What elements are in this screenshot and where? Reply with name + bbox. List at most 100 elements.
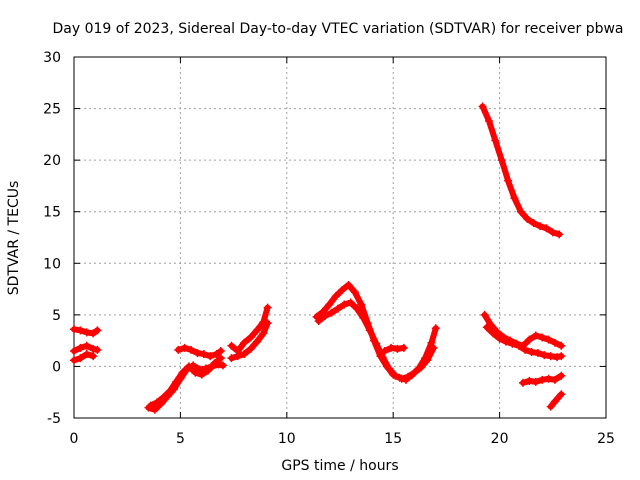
data-point xyxy=(89,329,98,338)
data-point xyxy=(546,352,555,361)
grid-lines xyxy=(74,57,606,418)
data-point xyxy=(553,353,562,362)
data-point xyxy=(344,280,353,289)
y-tick-label: 0 xyxy=(52,359,61,375)
data-point xyxy=(227,354,236,363)
data-point xyxy=(550,338,559,347)
data-point xyxy=(216,354,225,363)
chart-title: Day 019 of 2023, Sidereal Day-to-day VTE… xyxy=(52,21,623,37)
data-point xyxy=(514,341,523,350)
data-point xyxy=(152,398,161,407)
data-point xyxy=(508,339,517,348)
data-point xyxy=(350,288,359,297)
data-point xyxy=(210,359,219,368)
data-point xyxy=(165,387,174,396)
data-point xyxy=(89,344,98,353)
data-point xyxy=(263,303,272,312)
data-point xyxy=(557,341,566,350)
data-point xyxy=(365,326,374,335)
data-point xyxy=(240,350,249,359)
y-tick-label: 30 xyxy=(43,50,61,66)
series-arc-1c xyxy=(70,350,98,365)
data-point xyxy=(516,207,525,216)
data-point xyxy=(384,364,393,373)
series-arc-7b xyxy=(482,323,566,362)
data-point xyxy=(218,361,227,370)
data-point xyxy=(536,222,545,231)
data-point xyxy=(331,292,340,301)
data-point xyxy=(187,345,196,354)
plot-frame xyxy=(73,56,607,419)
data-point xyxy=(372,339,381,348)
data-point xyxy=(253,326,262,335)
data-point xyxy=(525,376,534,385)
data-point xyxy=(353,304,362,313)
data-point xyxy=(538,375,547,384)
data-point xyxy=(314,317,323,326)
series-arc-9 xyxy=(546,390,566,411)
data-point xyxy=(378,353,387,362)
series-line xyxy=(313,281,439,383)
data-point xyxy=(70,325,78,334)
data-point xyxy=(82,328,91,337)
data-point xyxy=(497,156,506,165)
data-point xyxy=(525,335,534,344)
data-point xyxy=(253,337,262,346)
data-point xyxy=(550,397,559,406)
data-point xyxy=(82,341,91,350)
y-tick-label: 5 xyxy=(52,308,61,324)
data-point xyxy=(427,338,436,347)
data-point xyxy=(538,333,547,342)
x-tick-labels: 0 5 10 15 20 25 xyxy=(70,431,615,447)
series-arc-1b xyxy=(70,341,102,355)
data-point xyxy=(206,352,215,361)
data-point xyxy=(172,377,181,386)
data-point xyxy=(327,308,336,317)
data-point xyxy=(197,370,206,379)
data-point xyxy=(216,346,225,355)
data-point xyxy=(178,368,187,377)
data-point xyxy=(82,350,91,359)
data-point xyxy=(93,345,102,354)
data-point xyxy=(233,352,242,361)
series-arc-8 xyxy=(519,371,566,387)
data-point xyxy=(542,224,551,233)
data-point xyxy=(546,402,555,411)
series-arc-4b xyxy=(227,319,272,363)
data-point xyxy=(557,390,566,399)
y-tick-label: 25 xyxy=(43,102,61,118)
x-tick-label: 20 xyxy=(491,431,509,447)
data-point xyxy=(540,351,549,360)
data-point xyxy=(555,230,564,239)
data-point xyxy=(478,102,487,111)
data-point xyxy=(338,286,347,295)
data-point xyxy=(227,341,236,350)
data-point xyxy=(325,300,334,309)
data-point xyxy=(212,350,221,359)
data-point xyxy=(527,347,536,356)
series-line xyxy=(481,311,565,349)
data-point xyxy=(397,374,406,383)
data-point xyxy=(359,313,368,322)
data-point xyxy=(550,375,559,384)
data-point xyxy=(501,337,510,346)
data-point xyxy=(404,372,413,381)
series-line xyxy=(71,351,97,364)
data-point xyxy=(548,228,557,237)
data-point xyxy=(523,214,532,223)
data-point xyxy=(489,329,498,338)
data-point xyxy=(184,362,193,371)
series-arc-1a xyxy=(70,325,102,338)
series-layer xyxy=(70,102,566,414)
data-point xyxy=(180,343,189,352)
x-tick-label: 0 xyxy=(70,431,79,447)
data-point xyxy=(410,368,419,377)
data-point xyxy=(191,368,200,377)
axis-ticks xyxy=(73,56,607,419)
data-point xyxy=(333,304,342,313)
x-tick-label: 10 xyxy=(278,431,296,447)
data-point xyxy=(529,219,538,228)
data-point xyxy=(510,194,519,203)
data-point xyxy=(340,300,349,309)
